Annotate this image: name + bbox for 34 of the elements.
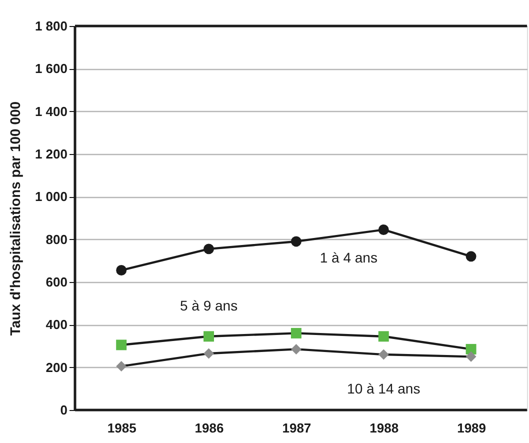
y-tick-label: 200 [46, 360, 68, 375]
point [204, 348, 214, 359]
point [378, 349, 389, 360]
y-tick-label: 1 200 [34, 146, 68, 162]
point [290, 344, 302, 354]
point [116, 361, 127, 372]
y-tick-label: 400 [46, 317, 68, 332]
y-tick-label: 0 [60, 402, 68, 418]
point [116, 340, 127, 350]
point [466, 251, 476, 262]
x-tick-label: 1987 [282, 420, 312, 436]
y-tick-label: 1 400 [34, 104, 68, 119]
x-tick-label: 1986 [194, 420, 224, 436]
y-tick-label: 1 000 [34, 189, 68, 204]
point [378, 331, 389, 342]
series-label: 5 à 9 ans [180, 297, 238, 314]
series-label: 1 à 4 ans [320, 249, 378, 266]
point [290, 236, 302, 247]
x-tick-label: 1989 [457, 420, 486, 436]
point [378, 224, 389, 235]
series-label: 10 à 14 ans [347, 380, 420, 397]
x-tick-label: 1985 [107, 420, 136, 436]
x-tick-label: 1988 [370, 420, 399, 436]
y-tick-label: 800 [46, 232, 68, 247]
point [290, 328, 302, 338]
y-tick-label: 1 600 [34, 61, 68, 76]
point [466, 351, 476, 362]
y-axis-title: Taux d'hospitalisations par 100 000 [6, 101, 23, 336]
point [466, 344, 476, 354]
point [116, 265, 127, 276]
y-tick-label: 1 800 [34, 18, 68, 34]
point [204, 244, 214, 254]
point [204, 331, 214, 342]
y-tick-label: 600 [46, 274, 68, 290]
